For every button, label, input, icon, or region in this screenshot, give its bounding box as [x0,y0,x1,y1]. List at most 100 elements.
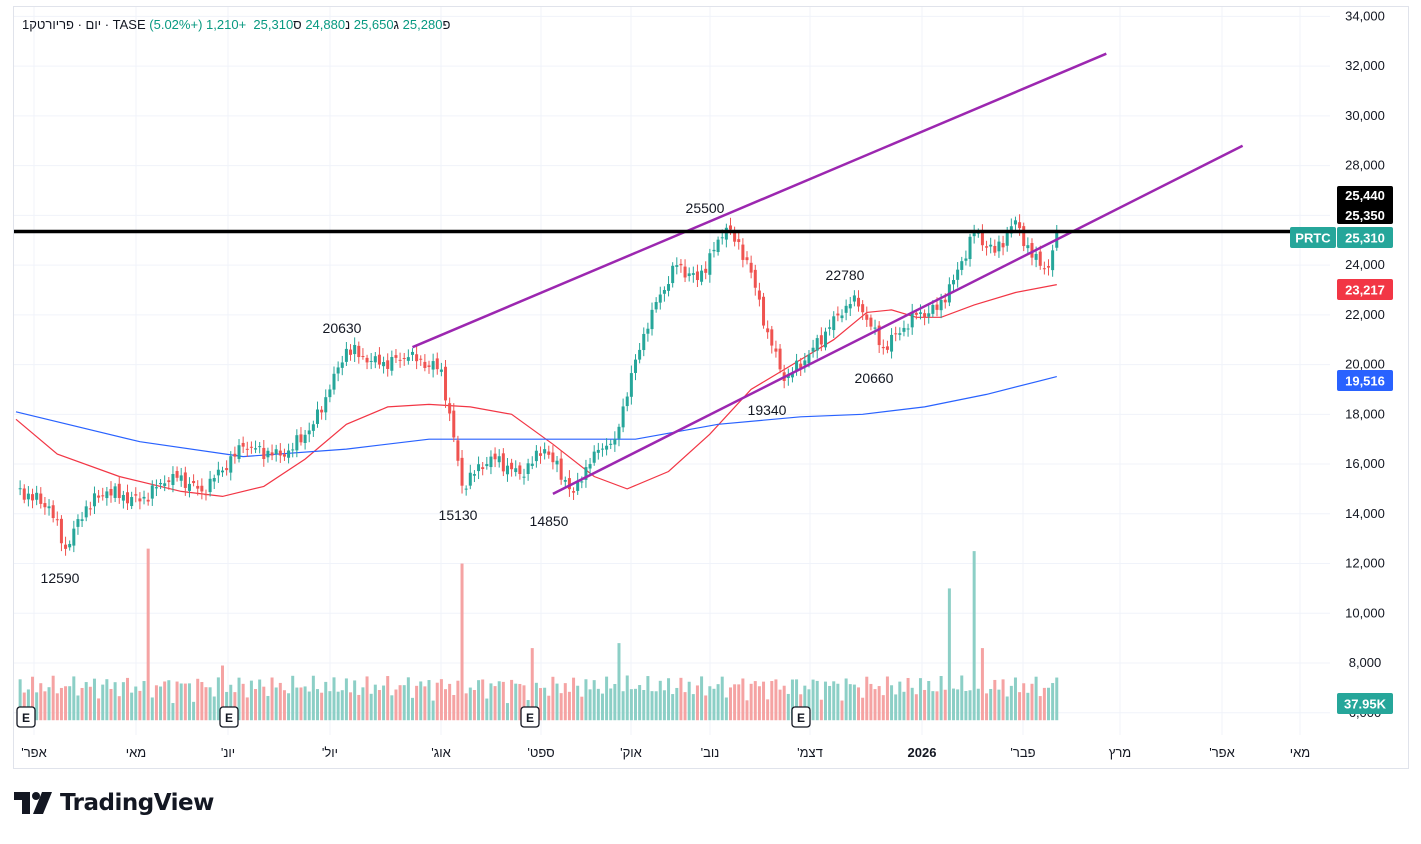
candle-body [898,333,902,335]
volume-bar [159,686,163,721]
volume-bar [510,679,514,721]
candle-body [320,409,324,413]
tradingview-logo[interactable]: TradingView [14,790,214,816]
volume-bar [192,701,196,721]
candle-body [650,309,654,330]
volume-bar [126,677,130,721]
candle-body [881,346,885,349]
x-tick-label: 'ספט [527,745,554,760]
volume-bar [720,676,724,721]
volume-bar [757,686,761,721]
pivot-label: 20660 [855,370,894,386]
candle-body [745,257,749,261]
candle-body [539,453,543,456]
candle-body [208,478,212,493]
volume-bar [315,689,319,721]
volume-bar [667,678,671,721]
volume-bar [324,681,328,721]
candle-body [848,304,852,309]
candle-body [819,335,823,345]
close-label: ס [293,17,302,32]
volume-bar [530,648,534,721]
candle-body [774,348,778,352]
volume-bar [576,685,580,721]
candle-body [200,485,204,492]
y-tick-label: 16,000 [1345,456,1385,471]
candle-body [373,356,377,363]
candle-body [790,373,794,378]
volume-bar [146,548,150,721]
candle-body [468,472,472,486]
volume-bar [225,691,229,721]
volume-bar [1009,685,1013,721]
volume-bar [369,693,373,721]
volume-bar [307,691,311,721]
volume-bar [935,691,939,721]
candle-body [382,362,386,367]
volume-bar [1005,696,1009,721]
candle-body [146,499,150,502]
candle-body [303,434,307,444]
volume-bar [55,693,59,721]
chart-frame[interactable] [13,6,1409,769]
volume-bar [518,683,522,721]
candle-body [369,360,373,362]
candle-body [563,480,567,482]
candle-body [121,494,125,501]
candle-body [605,445,609,450]
channel-line [411,52,1107,349]
candle-body [39,493,43,504]
ma-long-line [15,376,1057,458]
candle-body [728,225,732,230]
candle-body [749,262,753,273]
candle-body [353,344,357,355]
volume-bar [68,686,72,721]
volume-bar [774,679,778,721]
candle-body [410,351,414,355]
volume-bar [175,681,179,721]
volume-bar [340,690,344,721]
candle-body [923,313,927,318]
ma-long-tag: 19,516 [1345,374,1385,389]
symbol-tag: PRTC [1295,231,1331,246]
volume-bar [898,681,902,721]
symbol-legend: 1יום · פריורטק · TASE פ25,280 ג25,650 נ2… [22,17,450,32]
volume-bar [534,682,538,721]
volume-bar [869,683,873,721]
volume-bar [803,685,807,721]
volume-bar [1013,677,1017,721]
volume-bar [555,683,559,721]
volume-bar [402,685,406,721]
candles [18,214,1059,556]
pivot-label: 12590 [41,570,80,586]
candle-body [799,363,803,369]
volume-bar [1034,676,1038,721]
candle-body [704,268,708,273]
y-tick-label: 8,000 [1349,655,1382,670]
candle-body [518,465,522,475]
volume-bar [105,679,109,721]
volume-bar [97,698,101,721]
volume-bar [790,679,794,721]
candle-body [171,474,175,486]
last-price-tag: 25,310 [1345,231,1385,246]
candle-body [980,231,984,246]
candle-body [311,424,315,431]
candle-body [1005,231,1009,246]
candle-body [840,315,844,319]
volume-bar [592,680,596,721]
candle-body [130,497,134,507]
candle-body [667,284,671,291]
candle-body [890,334,894,352]
candle-body [555,460,559,465]
candle-body [464,488,468,490]
volume-bar [134,686,138,721]
candle-body [72,528,76,546]
volume-bar [708,686,712,721]
volume-bar [600,693,604,721]
candle-body [762,296,766,326]
pivot-label: 25500 [686,200,725,216]
last-price-tag-bg [1337,227,1393,248]
volume-bar [840,700,844,721]
